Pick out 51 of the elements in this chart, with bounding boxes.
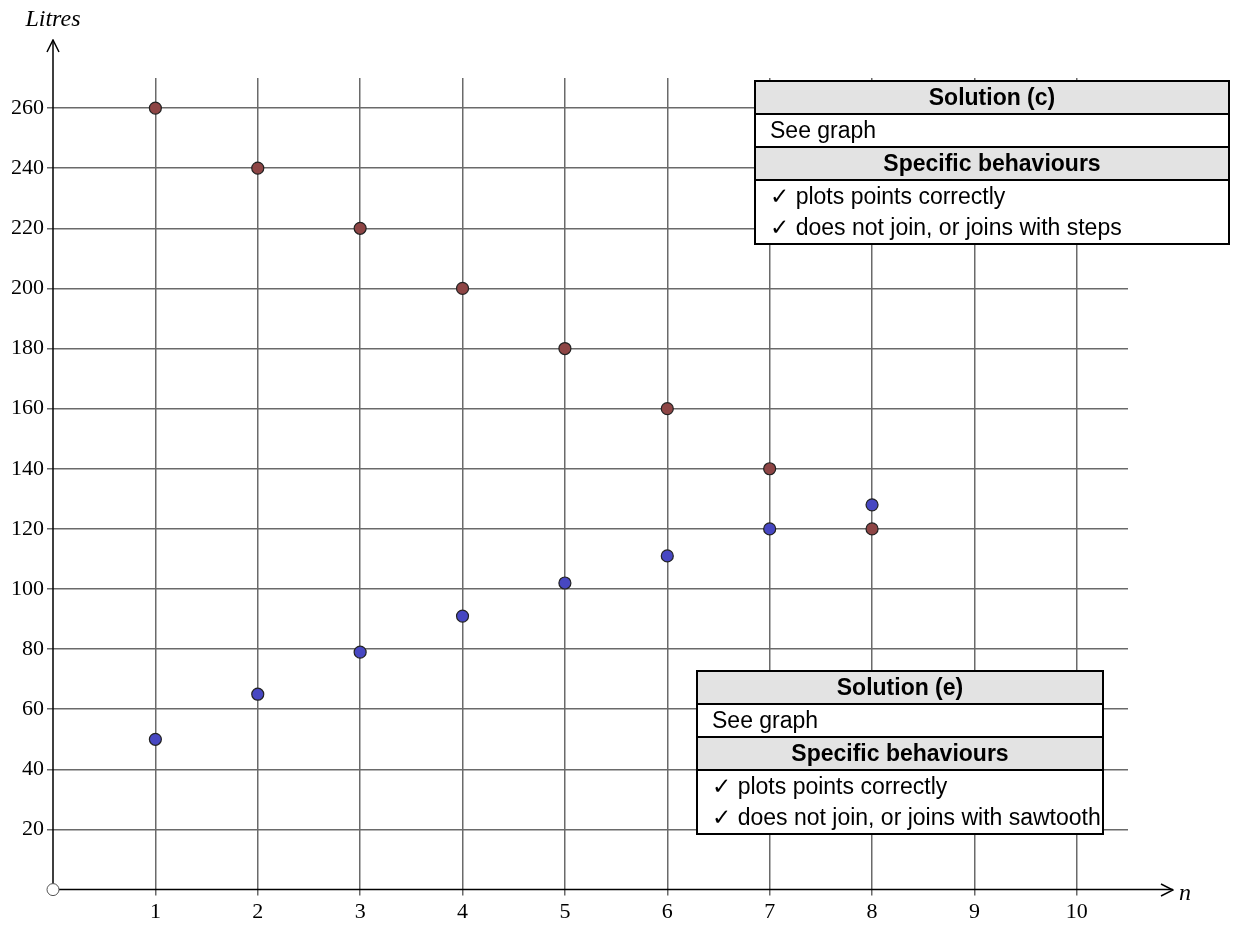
point bbox=[763, 522, 777, 536]
x-tick-label: 10 bbox=[1065, 897, 1088, 923]
y-tick-label: 80 bbox=[22, 634, 44, 660]
y-tick-label: 160 bbox=[11, 394, 44, 420]
point bbox=[148, 101, 162, 115]
x-tick-label: 5 bbox=[559, 897, 571, 923]
x-axis-title: n bbox=[1179, 878, 1191, 905]
y-tick-label: 120 bbox=[11, 514, 44, 540]
x-tick-label: 8 bbox=[866, 897, 878, 923]
x-tick-label: 3 bbox=[354, 897, 366, 923]
y-tick-label: 140 bbox=[11, 454, 44, 480]
x-tick-label: 1 bbox=[149, 897, 161, 923]
point bbox=[455, 609, 470, 623]
x-tick-label: 4 bbox=[457, 897, 469, 923]
y-axis-title: Litres bbox=[24, 5, 81, 32]
y-tick-label: 40 bbox=[22, 755, 44, 781]
point bbox=[251, 687, 265, 701]
annotation: Specific behaviours bbox=[698, 736, 1102, 769]
point bbox=[763, 462, 777, 476]
annotation: ✓ does not join, or joins with sawtooth bbox=[698, 802, 1102, 833]
y-tick-label: 100 bbox=[11, 574, 44, 600]
point bbox=[865, 522, 879, 536]
x-tick-label: 2 bbox=[252, 897, 264, 923]
y-tick-label: 220 bbox=[11, 214, 44, 240]
point bbox=[353, 645, 367, 659]
x-tick-label: 7 bbox=[764, 897, 776, 923]
annotation: ✓ plots points correctly bbox=[698, 769, 1102, 802]
point bbox=[660, 402, 674, 416]
point bbox=[353, 221, 367, 235]
point bbox=[660, 549, 674, 563]
point bbox=[251, 161, 265, 175]
x-tick-label: 6 bbox=[661, 897, 673, 923]
point bbox=[455, 281, 470, 296]
annotation: See graph bbox=[698, 703, 1102, 736]
y-tick-label: 60 bbox=[22, 695, 44, 721]
y-tick-label: 200 bbox=[11, 274, 44, 300]
y-tick-label: 260 bbox=[11, 93, 44, 119]
annotation: Specific behaviours bbox=[756, 146, 1228, 179]
y-tick-label: 20 bbox=[22, 815, 44, 841]
point bbox=[865, 498, 879, 512]
point bbox=[558, 341, 572, 356]
x-tick-label: 9 bbox=[968, 897, 980, 923]
annotation: ✓ does not join, or joins with steps bbox=[756, 212, 1228, 243]
y-tick-label: 180 bbox=[11, 334, 44, 360]
point bbox=[558, 576, 572, 590]
point bbox=[148, 732, 162, 746]
annotation: Solution (e) bbox=[698, 672, 1102, 703]
y-tick-label: 240 bbox=[11, 153, 44, 179]
annotation: See graph bbox=[756, 113, 1228, 146]
annotation: Solution (c) bbox=[756, 82, 1228, 113]
annotation: ✓ plots points correctly bbox=[756, 179, 1228, 212]
